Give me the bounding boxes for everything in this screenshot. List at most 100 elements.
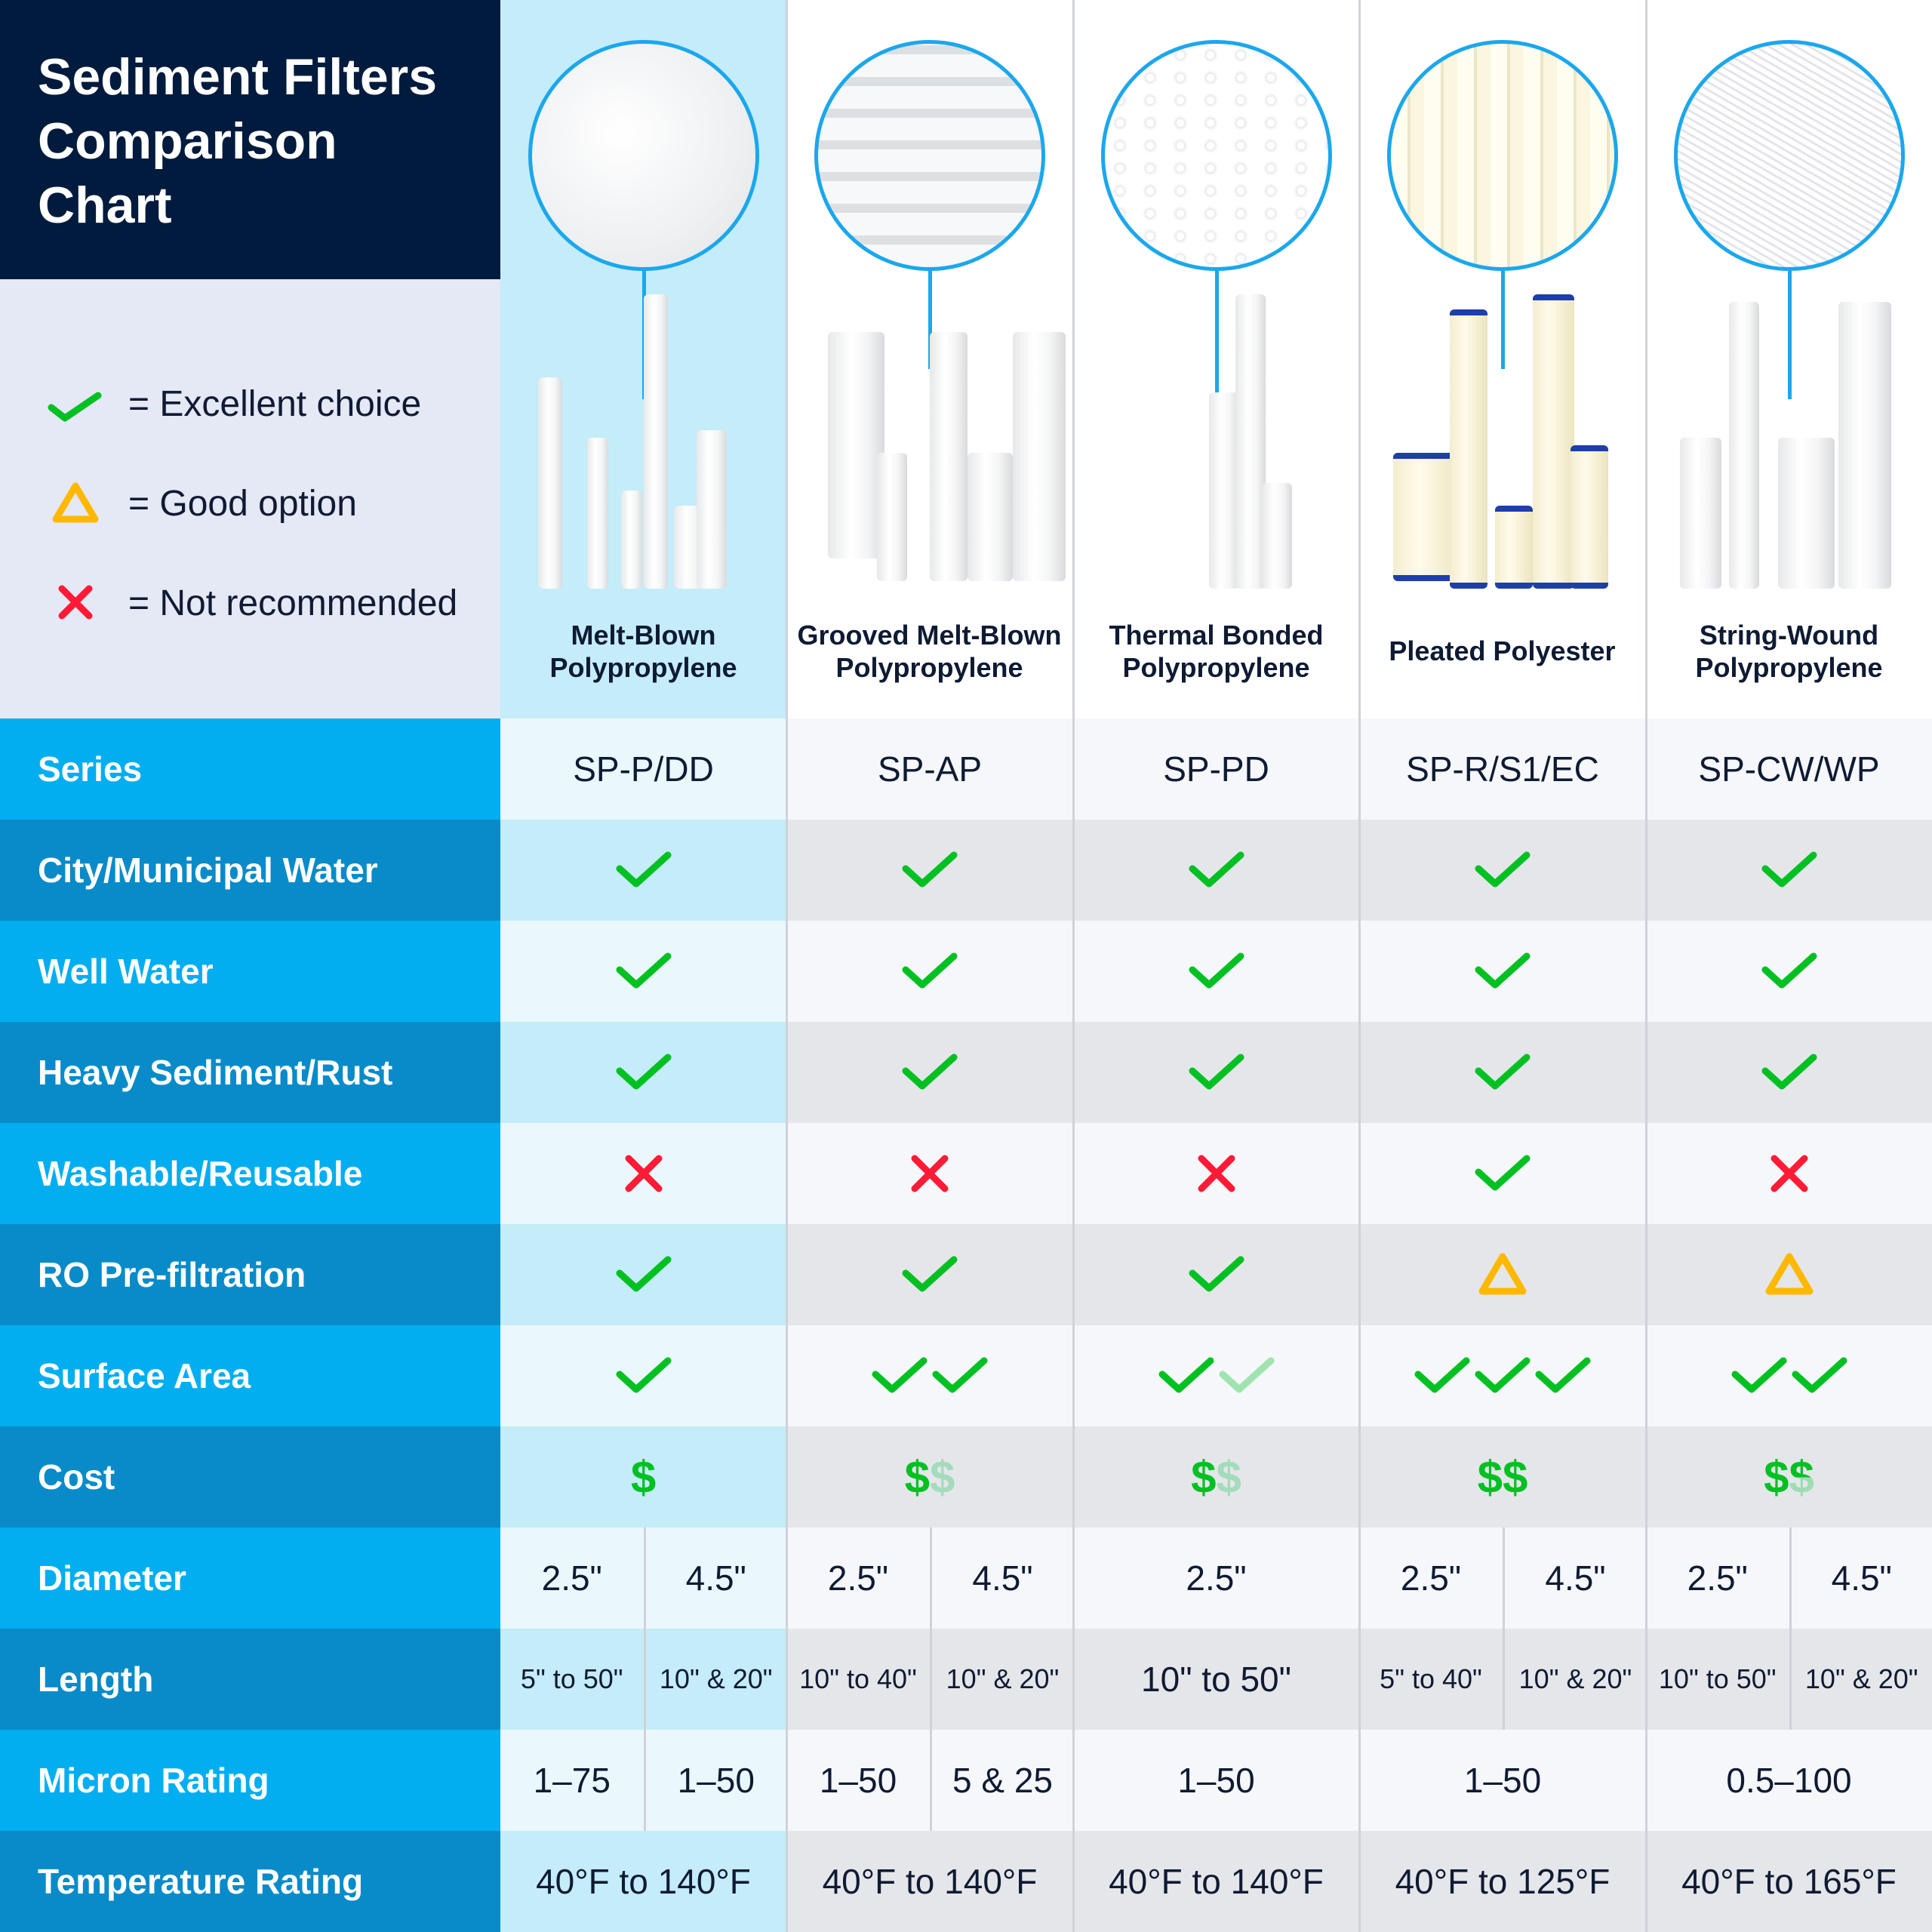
legend-item-good: = Good option [45,477,357,530]
table-cell: 2.5" [541,1558,602,1598]
table-cell: 10" & 20" [643,1629,787,1730]
cell-bg [500,1831,786,1932]
row-label: Cost [0,1426,500,1527]
table-cell [1073,1224,1359,1325]
table-cell: 5 & 25 [930,1730,1073,1831]
table-cell: SP-AP [877,749,983,789]
table-cell [1359,1325,1646,1426]
table-cell: 4.5" [1789,1527,1932,1629]
table-cell [500,1123,786,1224]
cell-bg [786,1022,1073,1123]
table-row: Heavy Sediment/Rust [0,1022,1932,1123]
cell-bg [786,921,1073,1022]
table-cell: 10" to 50" [1658,1663,1777,1694]
table-cell: 2.5" [1186,1558,1247,1598]
table-cell: SP-R/S1/EC [1406,749,1599,789]
table-cell [500,1325,786,1426]
cell-bg [500,1325,786,1426]
check-icon [932,1357,988,1393]
check-icon [1475,1357,1531,1393]
cell-bg [786,1426,1073,1527]
check-icon [48,392,102,422]
table-cell: 10" & 20" [1503,1629,1646,1730]
triangle-icon [1478,1253,1527,1295]
cell-bg [1359,1730,1646,1831]
check-icon [1414,1357,1470,1393]
connector-line [1215,271,1219,399]
table-cell [500,1224,786,1325]
filter-cartridge-image [1262,483,1292,589]
table-cell: 5" to 40" [1380,1663,1482,1694]
table-cell: 40°F to 140°F [822,1862,1038,1901]
table-cell: 4.5" [930,1527,1073,1629]
table-cell [1646,1022,1932,1123]
cell-bg [1359,1123,1646,1224]
check-icon [1475,1155,1531,1191]
check-icon [1761,1054,1817,1090]
cell-bg [1646,1730,1932,1831]
table-row: Diameter 2.5" 4.5" 2.5" 4.5" 2.5" 2.5" 4.5" 2.5"… [0,1527,1932,1629]
cell-bg [1646,820,1932,921]
triangle-icon [52,482,99,523]
check-icon [1158,1357,1214,1393]
table-cell [1359,1224,1646,1325]
check-icon [616,1357,671,1393]
table-cell [1073,921,1359,1022]
cell-bg [1073,1629,1359,1730]
x-icon [911,1155,949,1192]
table-cell: SP-P/DD [573,749,714,789]
row-label: Series [0,718,500,820]
table-row: Series SP-P/DD SP-AP SP-PD SP-R/S1/EC SP-CW/W… [0,718,1932,820]
cell-bg [500,1426,786,1527]
table-cell [1359,921,1646,1022]
cell-bg [1359,1426,1646,1527]
table-cell [1359,1022,1646,1123]
dollar-icon: $ [630,1451,657,1503]
table-cell: 40°F to 140°F [536,1862,751,1901]
table-cell [786,1325,1073,1426]
dollar-icon: $ [1503,1451,1528,1503]
filter-cartridge-image [538,377,562,589]
check-icon [616,1256,671,1292]
table-cell: 5" to 50" [520,1663,623,1694]
table-cell: $ $ [1073,1426,1359,1527]
dollar-icon: $ [904,1451,930,1503]
dollar-icon: $ [1764,1451,1789,1503]
table-cell: 2.5" [827,1558,889,1598]
check-icon [616,1054,671,1090]
cell-bg [1073,1325,1359,1426]
table-cell: 1–50 [1463,1761,1542,1800]
check-icon [1761,952,1817,989]
check-icon [1189,1054,1244,1090]
cell-bg [1359,1224,1646,1325]
check-icon [902,1054,958,1090]
filter-cartridge-image [1495,506,1533,589]
legend: = Excellent choice = Good option = Not r… [0,279,500,718]
legend-label: = Good option [128,483,357,524]
check-icon [1731,1357,1786,1393]
filter-cartridge-image [1013,332,1066,581]
dollar-icon: $ [930,1451,955,1503]
filter-media-closeup-image [1101,40,1332,271]
table-cell [1646,820,1932,921]
table-row: City/Municipal Water [0,820,1932,921]
product-header: Pleated Polyester [1359,0,1645,718]
product-name: Melt-Blown Polypropylene [549,619,737,683]
filter-cartridge-image [1533,294,1574,589]
check-icon [1475,952,1531,989]
cell-bg [1646,921,1932,1022]
check-icon [1189,1256,1244,1292]
filter-cartridge-image [1209,392,1239,589]
table-cell [500,820,786,921]
x-icon [58,585,93,620]
filter-cartridge-image [1450,309,1487,589]
table-cell: 40°F to 165°F [1681,1862,1897,1901]
triangle-icon [1765,1253,1813,1295]
filter-cartridge-image [587,438,608,589]
table-cell: $ [500,1426,786,1527]
legend-item-not-recommended: = Not recommended [45,577,457,629]
cell-bg [500,718,786,820]
legend-label: = Not recommended [128,583,458,623]
cell-bg [1359,1325,1646,1426]
dollar-icon: $ [1191,1451,1217,1503]
